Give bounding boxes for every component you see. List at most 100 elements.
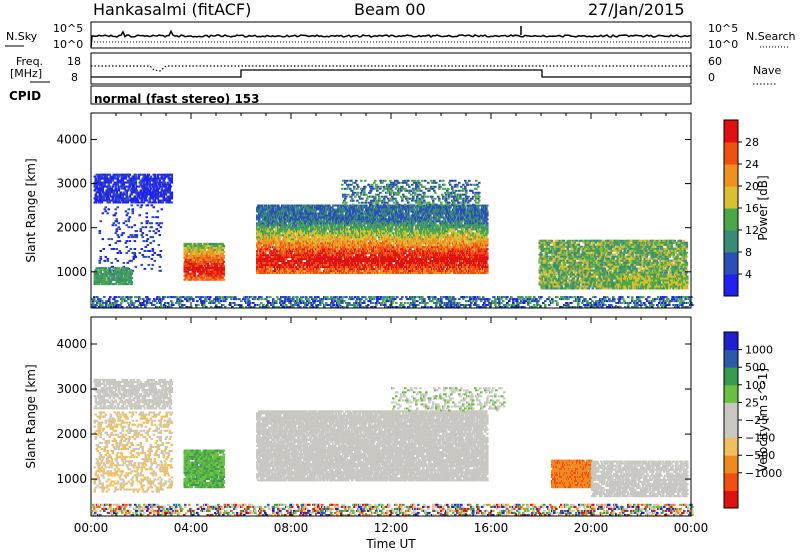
power-cell: [221, 262, 225, 265]
power-cell: [114, 181, 118, 184]
power-cell: [108, 201, 112, 204]
power-cell: [114, 201, 118, 204]
power-cell: [325, 212, 328, 215]
power-cell: [364, 254, 367, 257]
power-cell: [154, 201, 158, 204]
power-cell: [158, 181, 162, 184]
power-cell: [297, 226, 300, 229]
power-cell: [198, 268, 202, 271]
power-cell: [257, 268, 260, 271]
power-cell: [153, 252, 157, 254]
power-cell: [206, 250, 210, 253]
power-cell: [324, 230, 327, 233]
power-cell: [377, 212, 380, 215]
power-cell: [98, 181, 102, 184]
power-cell: [140, 204, 144, 207]
power-cell: [198, 258, 202, 261]
power-cell: [259, 208, 262, 211]
power-cell: [200, 264, 204, 267]
power-cell: [166, 181, 170, 184]
power-cell: [116, 181, 120, 184]
power-cell: [120, 234, 124, 237]
power-cell: [145, 216, 149, 219]
power-cell: [167, 175, 171, 178]
power-cell: [99, 193, 103, 196]
power-cell: [94, 177, 98, 180]
power-cell: [207, 268, 211, 271]
power-cell: [115, 230, 119, 233]
power-cell: [353, 270, 356, 273]
power-cell: [126, 212, 130, 215]
power-cell: [185, 250, 189, 253]
nave-label: Nave: [753, 64, 781, 77]
power-cell: [261, 266, 264, 269]
power-cell: [279, 260, 282, 263]
power-cell: [296, 246, 299, 249]
power-cell: [285, 230, 288, 233]
power-cell: [279, 264, 282, 267]
power-cell: [134, 265, 138, 268]
power-cell: [257, 234, 260, 237]
cpid-text: normal (fast stereo) 153: [94, 92, 260, 106]
power-cell: [274, 270, 277, 273]
power-cell: [302, 256, 305, 259]
power-cell: [221, 252, 225, 255]
power-cell: [272, 208, 275, 211]
power-cell: [130, 283, 134, 286]
power-cell: [222, 246, 226, 249]
power-cell: [290, 252, 293, 255]
power-cell: [365, 256, 368, 259]
power-cell: [162, 191, 166, 194]
power-cell: [303, 264, 306, 267]
power-cell: [100, 175, 104, 178]
power-cell: [158, 265, 162, 268]
power-cell: [344, 232, 347, 235]
power-cell: [259, 224, 262, 227]
power-cell: [131, 212, 135, 215]
power-cell: [102, 193, 106, 196]
power-cell: [273, 236, 276, 239]
power-cell: [117, 277, 121, 280]
power-cell: [100, 183, 104, 186]
power-cell: [217, 268, 221, 271]
power-cell: [116, 269, 120, 272]
power-cell: [309, 250, 312, 253]
power-cell: [156, 210, 160, 213]
power-cell: [281, 208, 284, 211]
power-cell: [271, 230, 274, 233]
power-cell: [268, 222, 271, 225]
power-cell: [137, 177, 141, 180]
power-cell: [260, 248, 263, 251]
power-cell: [281, 254, 284, 257]
power-cell: [261, 224, 264, 227]
power-cell: [155, 179, 159, 182]
power-cell: [267, 228, 270, 231]
power-cell: [107, 279, 111, 282]
power-cell: [101, 189, 105, 192]
power-cell: [276, 252, 279, 255]
power-cell: [295, 224, 298, 227]
power-cell: [99, 279, 103, 282]
power-cell: [305, 258, 308, 261]
power-cell: [284, 254, 287, 257]
power-cell: [193, 242, 197, 245]
power-cell: [279, 228, 282, 231]
power-cell: [299, 266, 302, 269]
power-cell: [262, 250, 265, 253]
power-cell: [115, 228, 119, 231]
power-cell: [264, 262, 267, 265]
power-cell: [284, 264, 287, 267]
power-cell: [258, 258, 261, 261]
power-cell: [193, 274, 197, 277]
power-cell: [166, 199, 170, 202]
power-cell: [160, 181, 164, 184]
power-cell: [199, 278, 203, 281]
power-cell: [185, 262, 189, 265]
power-cell: [141, 179, 145, 182]
power-cell: [304, 246, 307, 249]
power-cell: [131, 252, 135, 254]
power-cell: [332, 254, 335, 257]
power-cell: [123, 187, 127, 190]
power-cell: [294, 236, 297, 239]
power-cell: [189, 256, 193, 259]
